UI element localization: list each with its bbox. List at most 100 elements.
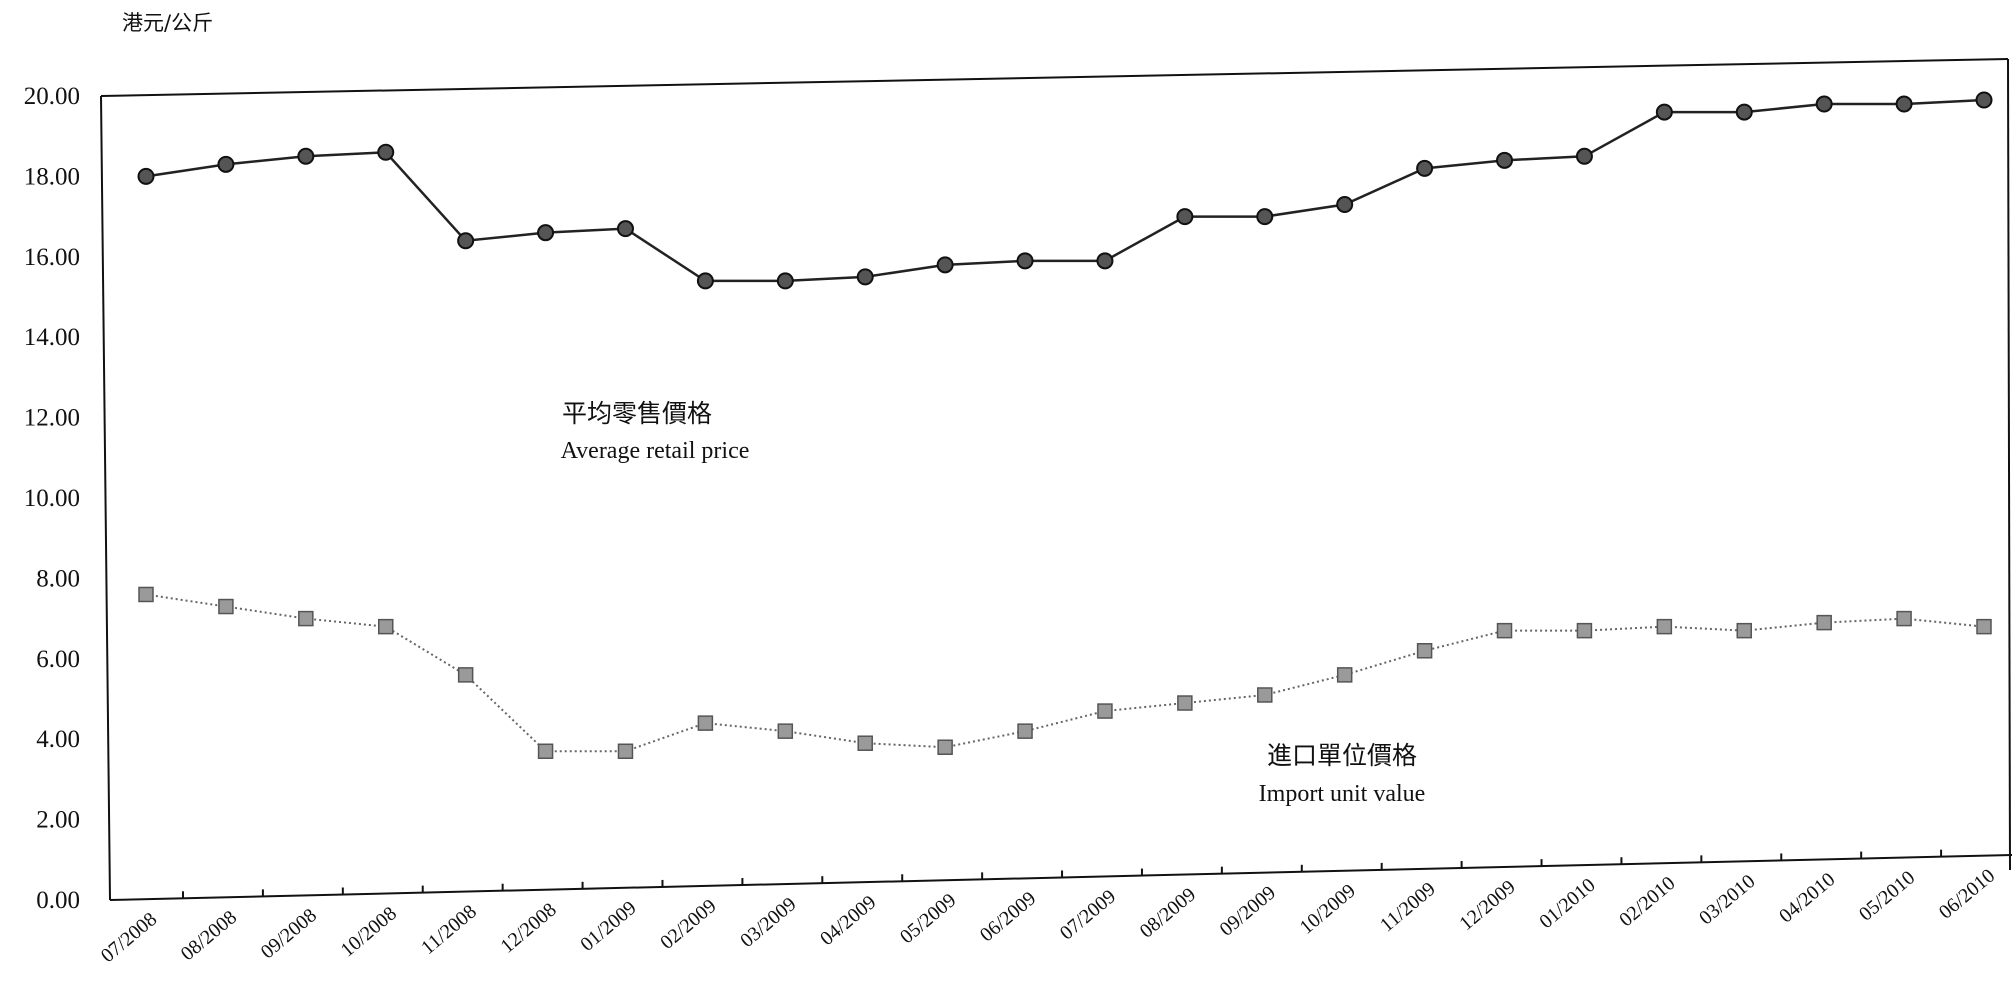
data-point-retail	[1975, 91, 1993, 109]
x-tick-label: 08/2009	[1136, 884, 1200, 943]
y-tick-label: 6.00	[36, 646, 80, 673]
series-label-import-zh: 進口單位價格	[1267, 741, 1417, 770]
y-axis-line	[100, 95, 111, 901]
data-point-retail	[776, 272, 794, 290]
x-tick-label: 09/2009	[1216, 882, 1280, 941]
data-point-import	[1896, 610, 1912, 627]
y-tick-label: 18.00	[24, 163, 80, 190]
x-tick-label: 11/2009	[1376, 878, 1440, 937]
x-tick-label: 06/2009	[976, 887, 1040, 946]
data-point-import	[777, 723, 794, 739]
series-label-import-en: Import unit value	[1259, 781, 1426, 807]
x-tick-label: 06/2010	[1935, 865, 1999, 924]
data-point-retail	[696, 272, 714, 290]
x-tick-label: 02/2010	[1615, 872, 1679, 931]
x-tick-label: 07/2008	[97, 908, 161, 967]
x-axis-labels: 07/2008 08/2008 09/2008 10/2008 11/2008 12/20…	[97, 865, 1999, 967]
data-point-import	[1576, 622, 1593, 639]
data-point-retail	[457, 232, 475, 250]
data-point-import	[298, 610, 314, 627]
series-label-import: 進口單位價格 Import unit value	[1259, 741, 1426, 807]
x-tick-label: 07/2009	[1056, 885, 1120, 944]
data-point-retail	[1336, 196, 1354, 214]
data-point-retail	[1096, 252, 1114, 270]
data-point-retail	[1655, 103, 1673, 121]
data-point-import	[1416, 643, 1433, 659]
series-label-retail-zh: 平均零售價格	[562, 399, 712, 428]
x-axis-ticks	[182, 849, 1943, 899]
x-tick-label: 10/2009	[1296, 880, 1360, 939]
x-tick-label: 05/2009	[896, 889, 960, 948]
data-point-retail	[1735, 103, 1753, 121]
y-tick-label: 12.00	[24, 405, 80, 432]
data-point-retail	[856, 268, 874, 286]
data-point-retail	[1256, 208, 1274, 226]
data-point-retail	[1496, 151, 1514, 169]
y-tick-label: 16.00	[24, 244, 80, 271]
data-point-retail	[1575, 147, 1593, 165]
y-tick-label: 4.00	[36, 726, 80, 753]
data-point-import	[1336, 667, 1353, 683]
series-label-retail-en: Average retail price	[561, 438, 750, 464]
series-layer	[137, 91, 1993, 760]
y-tick-label: 0.00	[36, 887, 80, 914]
y-tick-label: 14.00	[24, 324, 80, 351]
x-tick-label: 04/2010	[1775, 868, 1839, 927]
x-axis-line	[109, 854, 2012, 901]
x-tick-label: 11/2008	[417, 901, 481, 960]
data-point-import	[617, 743, 634, 760]
data-point-retail	[936, 256, 954, 274]
x-tick-label: 04/2009	[816, 891, 880, 950]
data-point-import	[1656, 618, 1673, 635]
x-tick-label: 08/2008	[177, 906, 241, 965]
plot-frame-top	[100, 58, 2009, 97]
y-unit-label: 港元/公斤	[122, 11, 213, 35]
data-point-import	[218, 598, 234, 615]
data-point-import	[1097, 703, 1113, 719]
plot-frame-right	[2007, 58, 2011, 871]
data-point-import	[377, 618, 394, 635]
x-tick-label: 09/2008	[257, 904, 321, 963]
data-point-retail	[297, 147, 315, 165]
data-point-retail	[1016, 252, 1034, 270]
x-tick-label: 01/2009	[576, 897, 640, 956]
data-point-import	[537, 743, 554, 760]
series-label-retail: 平均零售價格 Average retail price	[561, 399, 750, 464]
data-point-import	[857, 735, 873, 751]
data-point-import	[138, 586, 154, 603]
x-tick-label: 03/2010	[1695, 870, 1759, 929]
x-tick-label: 01/2010	[1535, 874, 1599, 933]
data-point-retail	[377, 143, 395, 161]
series-line-retail	[145, 98, 1985, 283]
data-point-retail	[1815, 95, 1833, 113]
data-point-retail	[137, 167, 155, 185]
x-tick-label: 12/2009	[1455, 876, 1519, 935]
data-point-retail	[1895, 95, 1913, 113]
data-point-retail	[1416, 159, 1434, 177]
data-point-import	[697, 715, 714, 731]
x-tick-label: 02/2009	[656, 895, 720, 954]
series-line-import	[145, 593, 1985, 753]
data-point-retail	[217, 155, 235, 173]
x-tick-label: 05/2010	[1855, 867, 1919, 926]
data-point-retail	[616, 220, 634, 238]
data-point-import	[1017, 723, 1033, 739]
x-tick-label: 12/2008	[496, 899, 560, 958]
data-point-import	[1976, 618, 1992, 635]
data-point-import	[1816, 614, 1832, 631]
data-point-import	[1177, 695, 1193, 711]
y-tick-label: 2.00	[36, 807, 80, 834]
x-tick-label: 10/2008	[337, 902, 401, 961]
data-point-import	[1496, 622, 1513, 639]
data-point-import	[1257, 687, 1273, 703]
data-point-import	[937, 739, 953, 755]
y-tick-label: 20.00	[24, 83, 80, 110]
data-point-retail	[1176, 208, 1194, 226]
data-point-import	[457, 667, 474, 683]
y-tick-label: 8.00	[36, 565, 80, 592]
x-tick-label: 03/2009	[736, 893, 800, 952]
y-tick-label: 10.00	[24, 485, 80, 512]
data-point-retail	[537, 224, 555, 242]
y-axis-labels: 0.00 2.00 4.00 6.00 8.00 10.00 12.00 14.00 16.00…	[24, 83, 80, 914]
